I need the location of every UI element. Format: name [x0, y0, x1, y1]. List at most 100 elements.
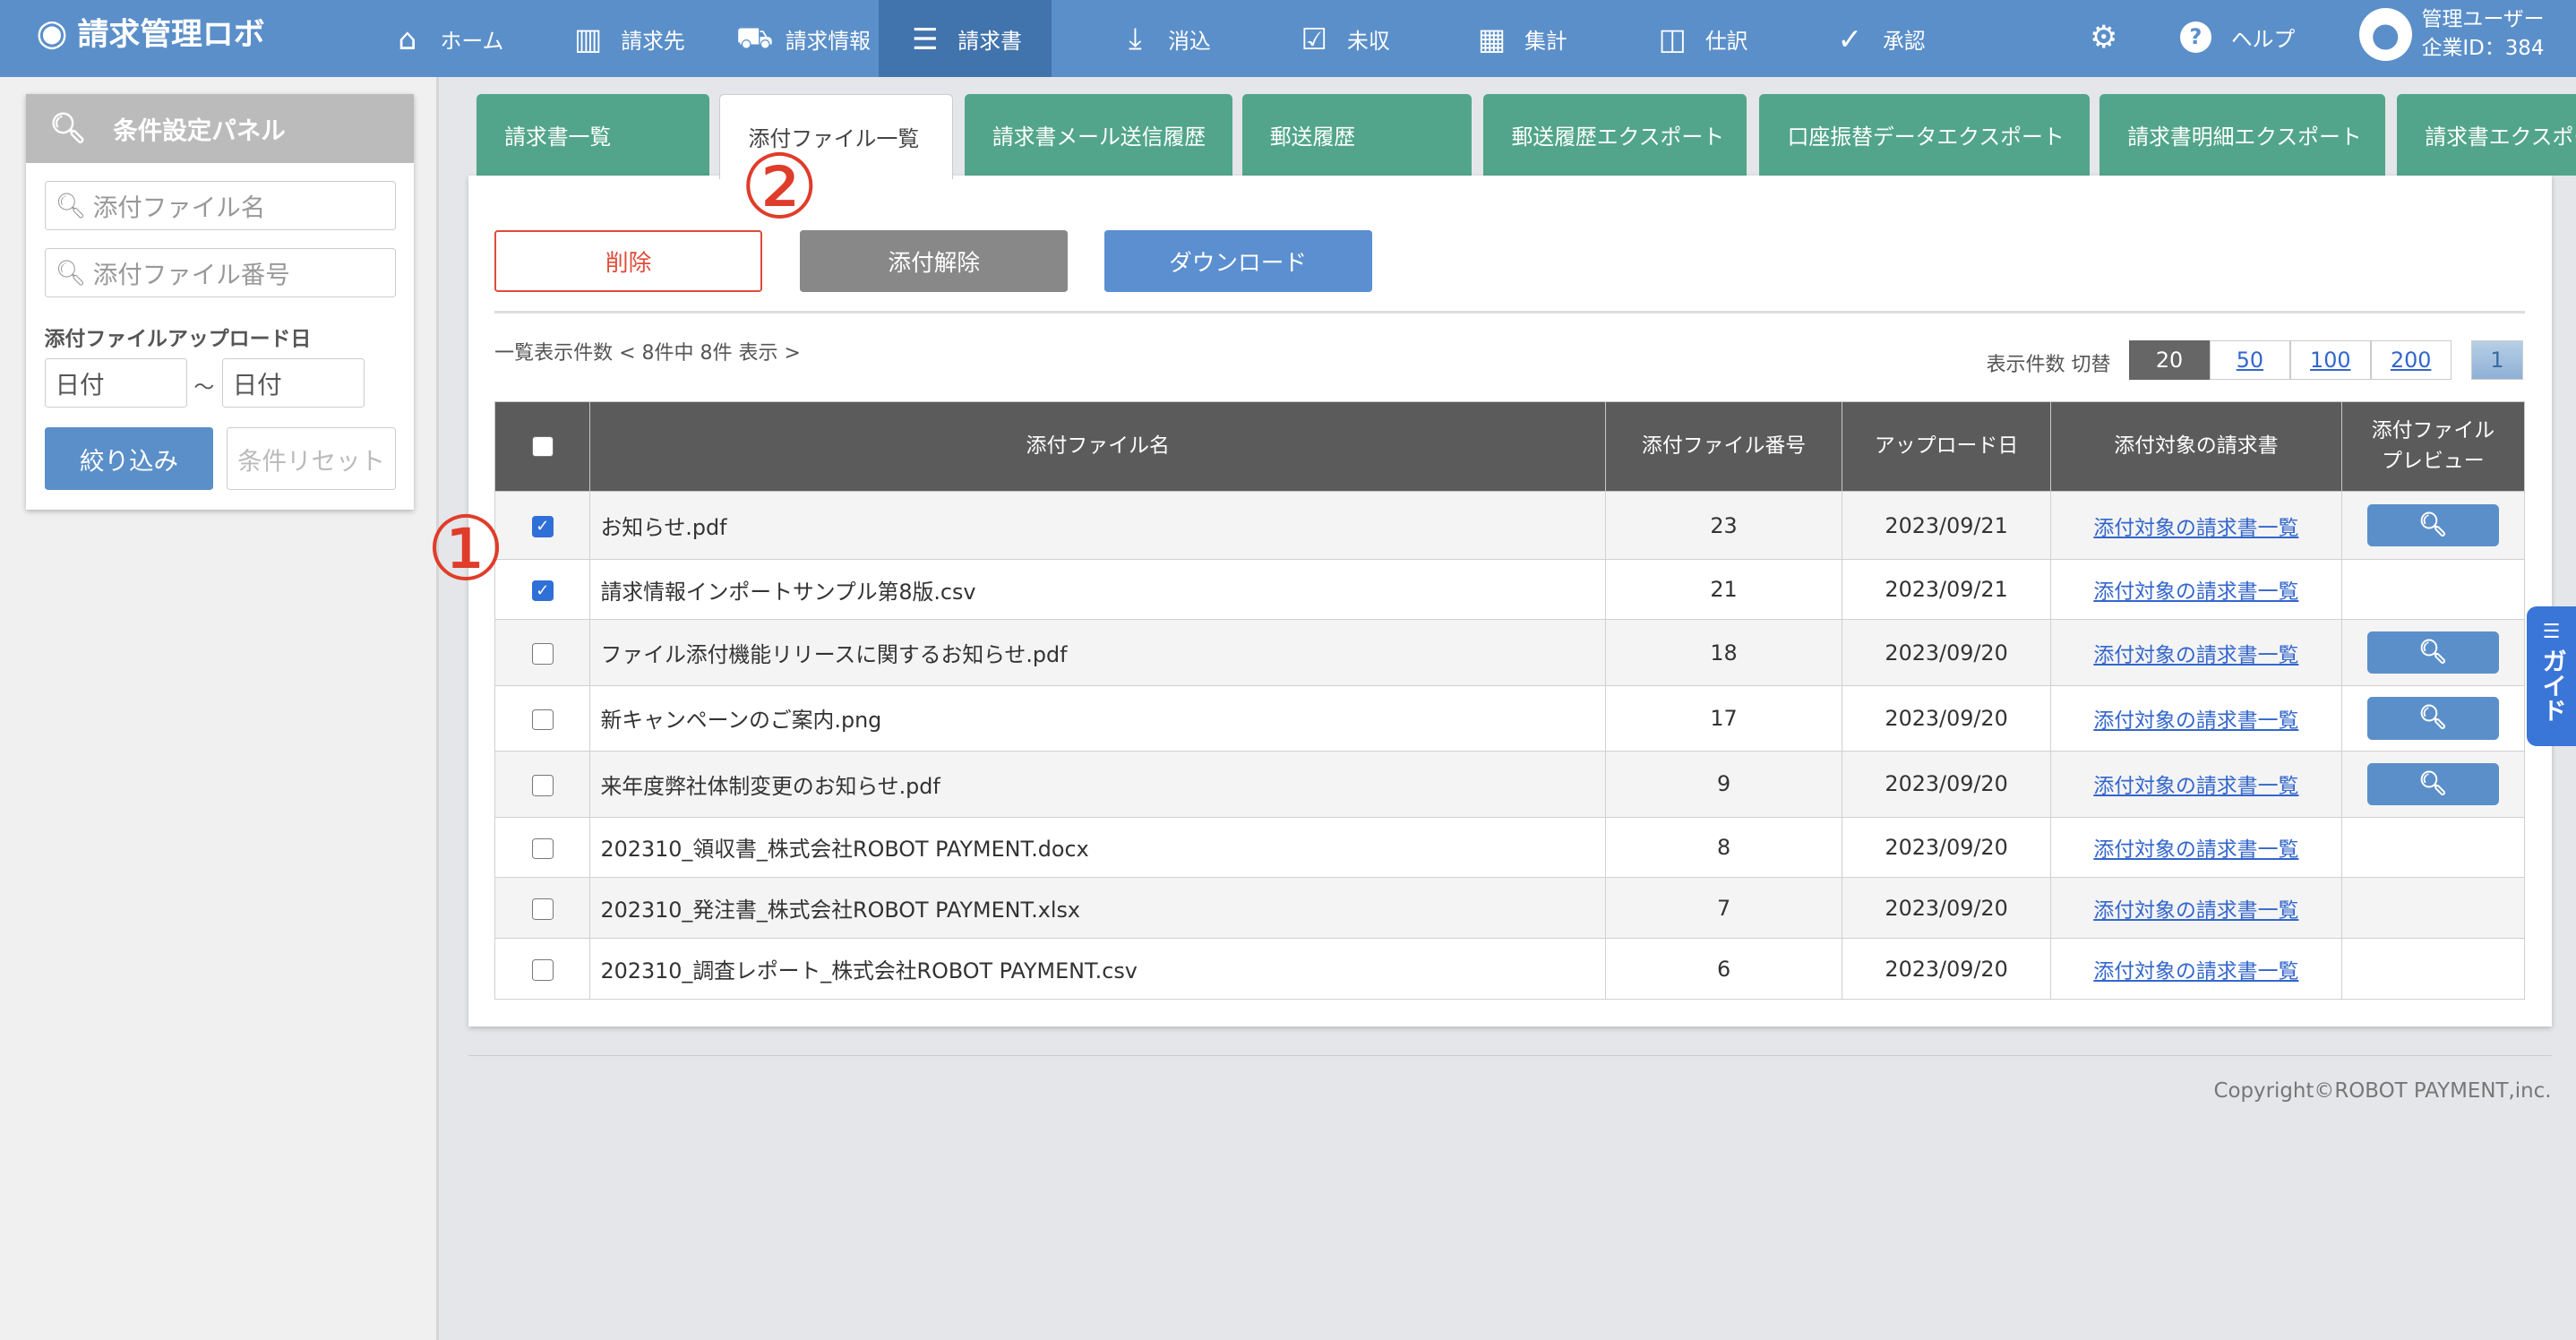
tab-1[interactable]: 添付ファイル一覧 — [719, 93, 953, 179]
page-size-100[interactable]: 100 — [2289, 339, 2371, 380]
tab-4[interactable]: 郵送履歴エクスポート — [1483, 93, 1747, 176]
row-checkbox[interactable]: ✓ — [531, 580, 554, 602]
upload-date: 2023/09/20 — [1842, 877, 2052, 940]
file-name: 202310_発注書_株式会社ROBOT PAYMENT.xlsx — [589, 877, 1606, 940]
filter-panel: 🔍︎ 条件設定パネル 🔍︎ 添付ファイル名 🔍︎ 添付ファイル番号 添付ファイルアップ… — [26, 93, 415, 510]
annotation-2: ② — [739, 136, 820, 240]
row-checkbox[interactable] — [531, 838, 554, 860]
nav-item-0[interactable]: ⌂ ホーム — [362, 0, 534, 77]
file-name: 来年度弊社体制変更のお知らせ.pdf — [589, 751, 1606, 818]
page-1-button[interactable]: 1 — [2470, 339, 2524, 380]
tab-2[interactable]: 請求書メール送信履歴 — [964, 93, 1232, 176]
select-all-header — [494, 400, 591, 493]
date-to-input[interactable]: 日付 — [221, 357, 365, 408]
file-number: 6 — [1605, 938, 1843, 1001]
preview-button[interactable]: 🔍︎ — [2367, 697, 2499, 740]
checkbox-icon: ☑ — [1301, 21, 1328, 56]
file-name: お知らせ.pdf — [589, 491, 1606, 560]
target-invoice-link[interactable]: 添付対象の請求書一覧 — [2093, 838, 2299, 862]
row-checkbox[interactable] — [531, 774, 554, 796]
table-row: 来年度弊社体制変更のお知らせ.pdf 9 2023/09/20 添付対象の請求書… — [494, 751, 2526, 818]
row-checkbox[interactable]: ✓ — [531, 516, 554, 537]
upload-date: 2023/09/20 — [1842, 619, 2052, 686]
upload-date: 2023/09/20 — [1842, 938, 2052, 1001]
home-icon: ⌂ — [398, 21, 417, 56]
search-icon: 🔍︎ — [2418, 638, 2448, 666]
nav-item-3[interactable]: ☰ 請求書 — [879, 0, 1052, 78]
file-number-input[interactable]: 🔍︎ 添付ファイル番号 — [44, 247, 397, 297]
tab-6[interactable]: 請求書明細エクスポート — [2099, 93, 2386, 176]
delete-button[interactable]: 削除 — [494, 229, 763, 293]
header-file-name: 添付ファイル名 — [589, 400, 1606, 493]
file-number: 8 — [1605, 816, 1843, 879]
file-name: 202310_調査レポート_株式会社ROBOT PAYMENT.csv — [589, 938, 1606, 1001]
row-checkbox[interactable] — [531, 898, 554, 921]
user-avatar-icon: ● — [2358, 8, 2412, 61]
file-name-input[interactable]: 🔍︎ 添付ファイル名 — [44, 180, 397, 230]
target-invoice-link[interactable]: 添付対象の請求書一覧 — [2093, 643, 2299, 667]
preview-button[interactable]: 🔍︎ — [2367, 503, 2499, 547]
nav-item-8[interactable]: ✓ 承認 — [1804, 0, 1955, 77]
tab-7[interactable]: 請求書エクスポート — [2397, 93, 2576, 176]
copyright: Copyright©ROBOT PAYMENT,inc. — [2213, 1079, 2552, 1104]
upload-date: 2023/09/20 — [1842, 816, 2052, 879]
file-number: 18 — [1605, 619, 1843, 686]
file-number: 7 — [1605, 877, 1843, 940]
reset-button[interactable]: 条件リセット — [227, 426, 397, 490]
nav-item-6[interactable]: ▦ 集計 — [1446, 0, 1597, 77]
nav-item-4[interactable]: ⤓ 消込 — [1089, 0, 1241, 77]
nav-item-1[interactable]: ▥ 請求先 — [542, 0, 714, 77]
target-invoice-link[interactable]: 添付対象の請求書一覧 — [2093, 516, 2299, 540]
building-icon: ▥ — [574, 21, 603, 56]
tab-3[interactable]: 郵送履歴 — [1241, 93, 1473, 176]
check-circle-icon: ✓ — [1837, 21, 1863, 56]
row-checkbox[interactable] — [531, 643, 554, 666]
header-preview: 添付ファイル プレビュー — [2340, 400, 2526, 493]
upload-date-label: 添付ファイルアップロード日 — [44, 328, 312, 352]
target-invoice-link[interactable]: 添付対象の請求書一覧 — [2093, 959, 2299, 984]
search-icon: 🔍︎ — [2418, 704, 2448, 732]
filter-panel-header: 🔍︎ 条件設定パネル — [26, 93, 415, 163]
preview-button[interactable]: 🔍︎ — [2367, 631, 2499, 674]
tab-5[interactable]: 口座振替データエクスポート — [1759, 93, 2091, 176]
page-size-label: 表示件数 切替 — [1986, 353, 2111, 376]
filter-button[interactable]: 絞り込み — [44, 426, 214, 490]
page-size-200[interactable]: 200 — [2370, 339, 2451, 380]
date-from-input[interactable]: 日付 — [44, 357, 188, 408]
columns-icon: ◫ — [1658, 21, 1687, 56]
nav-item-2[interactable]: ⛟ 請求情報 — [707, 0, 900, 77]
target-invoice-link[interactable]: 添付対象の請求書一覧 — [2093, 775, 2299, 799]
nav-item-7[interactable]: ◫ 仕訳 — [1627, 0, 1778, 77]
preview-button[interactable]: 🔍︎ — [2367, 762, 2499, 806]
search-icon: 🔍︎ — [55, 258, 87, 288]
page-size-20[interactable]: 20 — [2129, 339, 2210, 380]
tab-0[interactable]: 請求書一覧 — [476, 93, 710, 176]
target-invoice-link[interactable]: 添付対象の請求書一覧 — [2093, 898, 2299, 923]
help-icon: ? — [2179, 21, 2211, 53]
row-checkbox[interactable] — [531, 709, 554, 731]
file-name: 請求情報インポートサンプル第8版.csv — [589, 558, 1606, 621]
file-number: 23 — [1605, 491, 1843, 560]
annotation-1: ① — [425, 498, 506, 601]
download-button[interactable]: ダウンロード — [1103, 229, 1372, 293]
footer-divider — [468, 1054, 2552, 1057]
gear-icon[interactable]: ⚙ — [2090, 20, 2118, 56]
date-range-tilde: 〜 — [193, 375, 215, 399]
table-row: 202310_発注書_株式会社ROBOT PAYMENT.xlsx 7 2023… — [494, 877, 2526, 940]
select-all-checkbox[interactable] — [531, 435, 554, 458]
upload-date: 2023/09/20 — [1842, 684, 2052, 752]
page-size-50[interactable]: 50 — [2209, 339, 2290, 380]
user-menu[interactable]: ● 管理ユーザー 企業ID：384 — [2358, 6, 2545, 62]
detach-button[interactable]: 添付解除 — [800, 229, 1069, 293]
target-invoice-link[interactable]: 添付対象の請求書一覧 — [2093, 709, 2299, 733]
nav-item-5[interactable]: ☑ 未収 — [1268, 0, 1420, 77]
row-checkbox[interactable] — [531, 959, 554, 982]
header-file-number: 添付ファイル番号 — [1605, 400, 1843, 493]
file-number: 21 — [1605, 558, 1843, 621]
help-link[interactable]: ? ヘルプ — [2179, 21, 2295, 53]
guide-tab[interactable]: ☰ ガイド — [2526, 606, 2576, 746]
header-target-invoice: 添付対象の請求書 — [2050, 400, 2342, 493]
guide-icon: ☰ — [2542, 621, 2561, 644]
app-logo[interactable]: ◉ 請求管理ロボ — [36, 11, 265, 54]
target-invoice-link[interactable]: 添付対象の請求書一覧 — [2093, 580, 2299, 605]
